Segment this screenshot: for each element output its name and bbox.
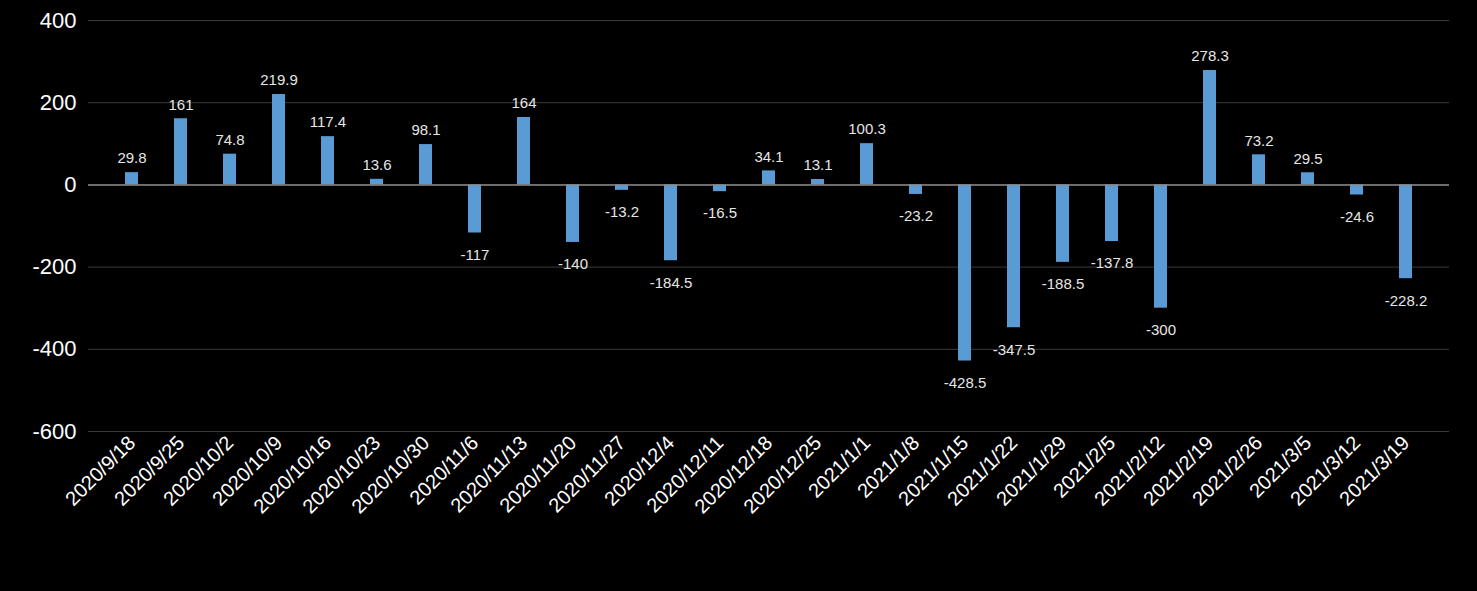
- svg-text:-24.6: -24.6: [1340, 208, 1374, 225]
- svg-text:29.8: 29.8: [117, 149, 146, 166]
- svg-text:-300: -300: [1146, 321, 1176, 338]
- svg-text:219.9: 219.9: [260, 71, 298, 88]
- svg-text:-347.5: -347.5: [993, 341, 1036, 358]
- svg-text:2021/2/12: 2021/2/12: [1089, 431, 1169, 510]
- svg-text:2021/1/22: 2021/1/22: [942, 431, 1022, 510]
- svg-text:-23.2: -23.2: [899, 207, 933, 224]
- svg-text:161: 161: [168, 96, 193, 113]
- svg-text:2020/11/6: 2020/11/6: [404, 431, 483, 509]
- svg-text:2021/3/5: 2021/3/5: [1244, 431, 1316, 502]
- svg-text:2020/9/18: 2020/9/18: [60, 431, 140, 510]
- svg-text:-137.8: -137.8: [1091, 254, 1134, 271]
- svg-text:2020/10/23: 2020/10/23: [298, 431, 385, 518]
- svg-text:2021/1/1: 2021/1/1: [803, 431, 875, 502]
- svg-text:2020/11/13: 2020/11/13: [446, 431, 532, 517]
- svg-text:2021/1/8: 2021/1/8: [852, 431, 924, 502]
- svg-text:2021/2/26: 2021/2/26: [1188, 431, 1266, 509]
- svg-text:2020/12/25: 2020/12/25: [739, 431, 825, 517]
- svg-text:-184.5: -184.5: [650, 274, 693, 291]
- svg-text:2021/2/19: 2021/2/19: [1138, 431, 1218, 510]
- svg-text:13.1: 13.1: [803, 156, 832, 173]
- svg-text:100.3: 100.3: [848, 120, 886, 137]
- svg-text:2020/10/2: 2020/10/2: [158, 431, 238, 510]
- svg-text:-188.5: -188.5: [1042, 275, 1085, 292]
- svg-text:-228.2: -228.2: [1385, 291, 1428, 308]
- svg-text:29.5: 29.5: [1293, 150, 1322, 167]
- svg-text:117.4: 117.4: [310, 113, 346, 130]
- svg-text:34.1: 34.1: [754, 148, 783, 165]
- svg-text:-16.5: -16.5: [703, 204, 737, 221]
- svg-text:2020/11/20: 2020/11/20: [495, 431, 581, 517]
- svg-text:2020/10/9: 2020/10/9: [207, 431, 287, 510]
- svg-text:73.2: 73.2: [1244, 132, 1273, 149]
- svg-text:2020/12/18: 2020/12/18: [690, 431, 777, 518]
- svg-text:-600: -600: [32, 419, 76, 444]
- svg-text:2021/1/29: 2021/1/29: [992, 431, 1070, 509]
- svg-text:-200: -200: [32, 254, 76, 279]
- svg-text:164: 164: [511, 94, 536, 111]
- svg-text:278.3: 278.3: [1191, 47, 1229, 64]
- svg-text:2020/12/11: 2020/12/11: [642, 431, 728, 517]
- svg-text:200: 200: [40, 90, 77, 115]
- svg-text:2020/11/27: 2020/11/27: [544, 431, 630, 517]
- svg-text:2020/10/30: 2020/10/30: [347, 431, 434, 518]
- svg-text:2020/9/25: 2020/9/25: [109, 431, 189, 510]
- svg-text:-140: -140: [558, 255, 588, 272]
- svg-text:13.6: 13.6: [362, 156, 391, 173]
- svg-text:2021/2/5: 2021/2/5: [1048, 431, 1120, 502]
- svg-text:0: 0: [64, 172, 76, 197]
- svg-text:2021/3/12: 2021/3/12: [1285, 431, 1365, 510]
- svg-text:-13.2: -13.2: [605, 203, 639, 220]
- svg-text:2020/12/4: 2020/12/4: [599, 431, 679, 510]
- svg-text:-428.5: -428.5: [944, 374, 987, 391]
- svg-text:400: 400: [40, 8, 77, 33]
- svg-text:2021/3/19: 2021/3/19: [1335, 431, 1413, 509]
- svg-text:74.8: 74.8: [215, 131, 244, 148]
- svg-text:-400: -400: [32, 336, 76, 361]
- svg-text:-117: -117: [461, 246, 490, 263]
- svg-text:98.1: 98.1: [411, 121, 440, 138]
- svg-text:2020/10/16: 2020/10/16: [249, 431, 336, 518]
- svg-text:2021/1/15: 2021/1/15: [893, 431, 973, 510]
